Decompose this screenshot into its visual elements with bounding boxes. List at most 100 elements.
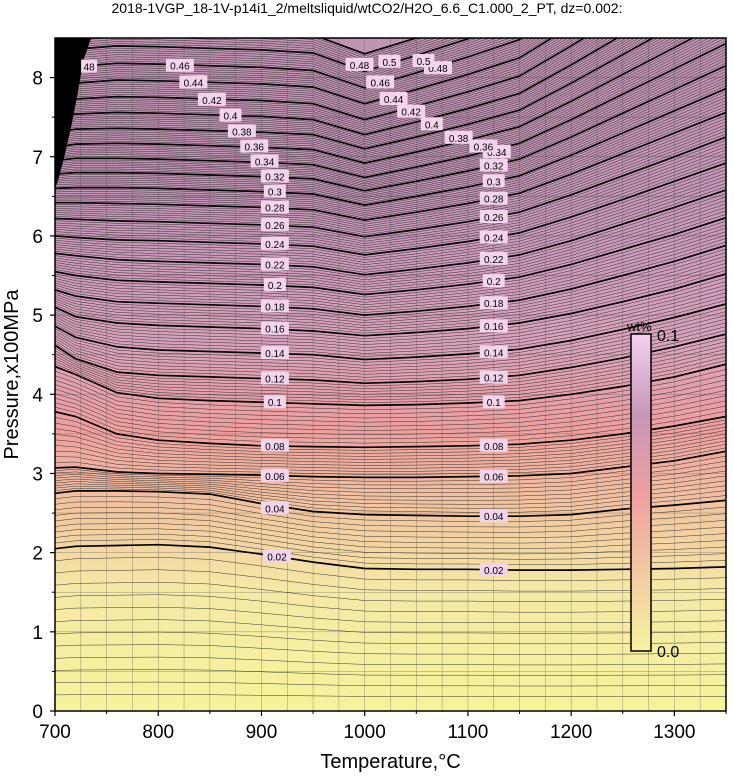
minor-contour — [55, 501, 726, 528]
contour-0.36 — [55, 38, 695, 164]
minor-contour — [55, 146, 726, 244]
contour-label-0.08: 0.08 — [260, 438, 289, 453]
minor-contour — [55, 379, 726, 419]
minor-contour — [55, 311, 726, 366]
minor-contour — [55, 345, 726, 392]
contour-label-0.1: 0.1 — [482, 395, 505, 409]
contour-label-bg — [260, 169, 289, 183]
minor-contour — [55, 71, 726, 195]
minor-contour — [55, 38, 573, 114]
minor-contour — [55, 143, 726, 242]
minor-contour — [55, 322, 726, 375]
minor-contour — [55, 193, 726, 278]
contour-label-0.28: 0.28 — [260, 200, 289, 214]
contour-label-0.34: 0.34 — [250, 154, 279, 169]
contour-label-text: 0.3 — [487, 177, 501, 188]
contour-label-text: 0.28 — [265, 203, 285, 214]
contour-label-bg — [260, 438, 289, 452]
minor-contour — [55, 121, 726, 227]
minor-contour — [55, 51, 726, 183]
minor-contour — [55, 82, 726, 202]
contour-label-0.16: 0.16 — [479, 319, 508, 333]
minor-contour — [55, 38, 601, 128]
minor-contour — [55, 465, 726, 490]
minor-contour — [55, 360, 726, 403]
minor-contour — [55, 38, 577, 116]
minor-contour — [55, 220, 726, 298]
contour-label-text: 0.18 — [484, 299, 504, 310]
minor-contour — [55, 406, 726, 444]
contour-0.14 — [55, 303, 726, 361]
contour-label-0.08: 0.08 — [479, 438, 508, 453]
minor-contour — [55, 402, 726, 440]
colorbar: wt% 0.1 0.0 — [626, 319, 679, 661]
contour-label-0.1: 0.1 — [263, 395, 286, 409]
contour-label-text: 0.16 — [265, 325, 285, 336]
colorbar-unit: wt% — [626, 319, 652, 334]
contour-label-bg — [412, 53, 435, 67]
minor-contour — [55, 38, 505, 82]
minor-contour — [55, 422, 726, 454]
minor-contour — [55, 619, 726, 634]
contour-label-0.04: 0.04 — [260, 501, 289, 515]
contour-label-bg — [260, 299, 289, 313]
contour-0.06 — [55, 450, 726, 479]
minor-contour — [55, 38, 649, 148]
y-tick-label: 6 — [32, 227, 43, 248]
minor-contour — [55, 94, 726, 210]
axis-ticks: 700 800 900 1000 1100 1200 1300 0 1 2 3 4 5 6 7 8 — [32, 69, 727, 743]
minor-contour — [55, 38, 673, 157]
minor-contour — [55, 38, 569, 112]
contour-label-0.36: 0.36 — [240, 139, 269, 153]
minor-contour — [55, 38, 511, 84]
contour-label-0.38: 0.38 — [444, 130, 473, 145]
minor-contour — [55, 38, 668, 155]
minor-contour — [55, 38, 659, 151]
contour-0.26 — [55, 136, 726, 238]
contour-label-bg — [482, 395, 505, 409]
minor-contour — [55, 38, 610, 132]
contour-label-text: 0.2 — [268, 281, 282, 292]
contour-label-text: 0.22 — [265, 260, 285, 271]
minor-contour — [55, 288, 726, 348]
minor-contour — [55, 91, 726, 208]
contour-label-0.12: 0.12 — [479, 370, 508, 385]
colorbar-min-label: 0.0 — [657, 644, 679, 661]
minor-contour — [55, 106, 726, 217]
contour-0.38 — [55, 38, 655, 150]
contour-label-0.44: 0.44 — [379, 91, 408, 106]
minor-contour — [55, 38, 491, 78]
contour-label-0.2: 0.2 — [263, 278, 286, 292]
contour-label-bg — [165, 58, 194, 72]
contour-label-text: 0.44 — [184, 78, 204, 89]
minor-contour — [55, 38, 549, 102]
contour-label-0.4: 0.4 — [219, 108, 242, 123]
contour-0.32 — [55, 64, 726, 192]
contour-label-0.46: 0.46 — [165, 58, 194, 73]
contour-0.3 — [55, 87, 726, 206]
contour-label-text: 0.48 — [350, 61, 370, 72]
minor-contour — [55, 133, 726, 235]
contour-0.04 — [55, 490, 726, 518]
x-tick-label: 1000 — [344, 722, 386, 743]
no-data-region — [55, 38, 92, 189]
minor-contour — [55, 79, 726, 200]
minor-contour — [55, 38, 721, 173]
minor-contour — [55, 307, 726, 363]
minor-contour — [55, 292, 726, 351]
contour-label-bg — [260, 371, 289, 385]
contour-label-bg — [263, 395, 286, 409]
contour-0.1 — [55, 363, 726, 407]
minor-contour — [55, 397, 726, 436]
contour-label-0.12: 0.12 — [260, 371, 289, 385]
minor-contour — [55, 369, 726, 410]
minor-contour — [55, 57, 726, 187]
contour-label-0.22: 0.22 — [260, 257, 289, 271]
minor-contour — [55, 507, 726, 533]
contour-label-bg — [219, 108, 242, 122]
minor-contour — [55, 207, 726, 288]
minor-contour — [55, 255, 726, 324]
minor-contour — [55, 393, 726, 431]
contour-label-text: 0.3 — [268, 188, 282, 199]
